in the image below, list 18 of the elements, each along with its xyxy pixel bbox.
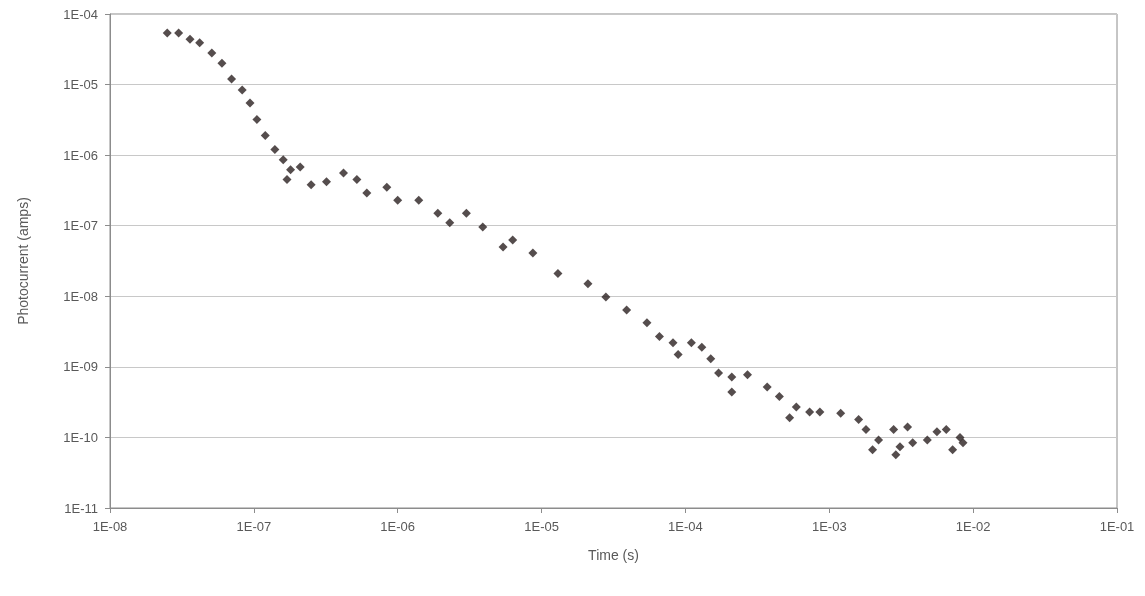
x-tick-label: 1E-05: [524, 519, 559, 534]
x-tick-label: 1E-01: [1099, 519, 1135, 534]
y-tick-label: 1E-04: [63, 6, 98, 22]
x-tick-label: 1E-02: [955, 519, 991, 534]
y-axis-title: Photocurrent (amps): [15, 197, 31, 325]
y-tick-label: 1E-07: [63, 218, 98, 234]
x-tick-label: 1E-03: [811, 519, 847, 534]
y-tick-label: 1E-10: [63, 429, 98, 445]
y-tick-label: 1E-05: [63, 77, 98, 93]
x-tick-label: 1E-04: [668, 519, 703, 534]
y-tick-label: 1E-09: [63, 359, 98, 375]
x-tick-label: 1E-07: [236, 519, 272, 534]
x-axis-title: Time (s): [588, 547, 639, 563]
y-tick-label: 1E-08: [63, 288, 98, 304]
y-tick-label: 1E-11: [64, 500, 98, 516]
x-tick-label: 1E-06: [380, 519, 416, 534]
x-tick-label: 1E-08: [92, 519, 128, 534]
y-tick-label: 1E-06: [63, 147, 98, 163]
